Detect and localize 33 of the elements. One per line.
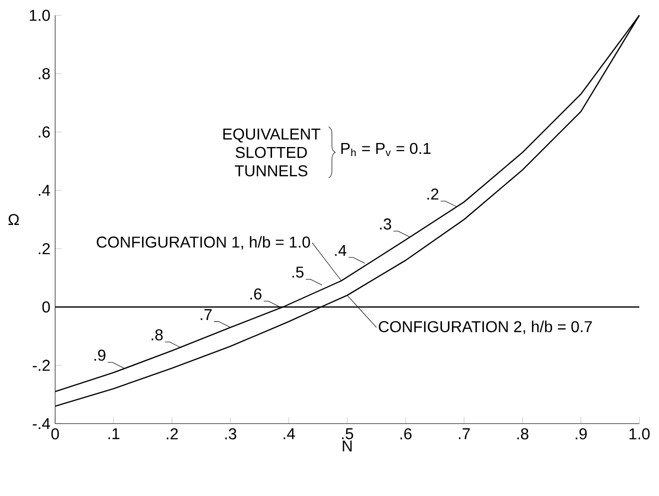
y-tick-label: 0 bbox=[42, 301, 50, 313]
text: CONFIGURATION 2, h/b = 0.7 bbox=[378, 320, 592, 334]
x-tick-label: .8 bbox=[517, 428, 528, 440]
x-tick-label: .7 bbox=[458, 428, 470, 440]
annotation: .7 bbox=[200, 309, 212, 320]
x-tick-label: .5 bbox=[342, 428, 354, 440]
y-tick-label: .2 bbox=[38, 243, 50, 254]
y-tick-label: .4 bbox=[38, 185, 50, 196]
annotation: .2 bbox=[427, 188, 438, 200]
x-tick-label: 1.0 bbox=[630, 428, 650, 440]
x-tick-label: .3 bbox=[225, 428, 236, 440]
x-tick-label: .6 bbox=[400, 428, 412, 440]
annotation: .5 bbox=[292, 266, 304, 278]
y-tick-label: .8 bbox=[38, 68, 50, 80]
y-tick-label: 1.0 bbox=[30, 10, 50, 22]
x-tick-label: 0 bbox=[51, 428, 59, 440]
x-axis-title: N bbox=[342, 440, 352, 452]
annotation: .4 bbox=[335, 245, 346, 256]
x-tick-label: .1 bbox=[108, 428, 120, 440]
annotation: P$_{h}$ = P$_{v}$ = 0.1 bbox=[341, 142, 430, 156]
annotation: .9 bbox=[94, 350, 106, 361]
x-tick-label: .2 bbox=[166, 428, 178, 440]
annotation: EQUIVALENT SLOTTED TUNNELS bbox=[223, 128, 320, 176]
y-axis-title: Ω bbox=[8, 214, 19, 226]
x-tick-label: .9 bbox=[576, 428, 587, 440]
annotation: .8 bbox=[152, 329, 163, 340]
x-tick-label: .4 bbox=[284, 428, 295, 440]
annotation: .3 bbox=[380, 218, 392, 230]
y-tick-label: -.2 bbox=[32, 360, 50, 371]
annotation: .6 bbox=[250, 288, 262, 300]
y-tick-label: -.4 bbox=[32, 418, 50, 430]
text: CONFIGURATION 1, h/b = 1.0 bbox=[96, 236, 310, 250]
y-tick-label: .6 bbox=[38, 126, 50, 138]
